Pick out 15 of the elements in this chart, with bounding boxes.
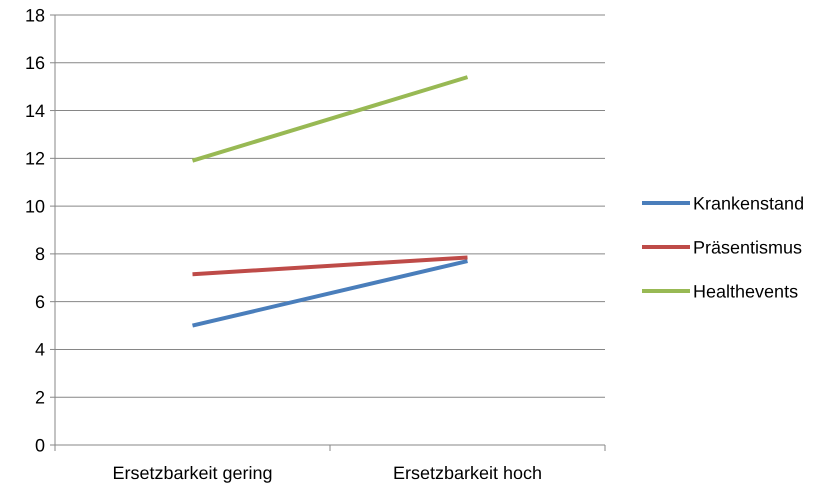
y-tick-label: 8 <box>34 244 45 264</box>
y-tick-label: 0 <box>34 435 45 456</box>
y-tick-label: 6 <box>34 292 45 312</box>
x-tick-label: Ersetzbarkeit gering <box>112 463 273 483</box>
legend-label: Healthevents <box>693 281 798 302</box>
y-tick-label: 4 <box>34 340 45 360</box>
x-tick-label: Ersetzbarkeit hoch <box>392 463 542 483</box>
y-tick-label: 16 <box>24 53 45 74</box>
y-tick-label: 10 <box>24 196 45 216</box>
y-tick-label: 14 <box>24 100 45 121</box>
y-tick-label: 18 <box>24 5 45 26</box>
legend-label: Präsentismus <box>693 237 802 258</box>
y-tick-label: 2 <box>34 388 45 408</box>
y-tick-label: 12 <box>24 148 45 169</box>
legend-label: Krankenstand <box>693 193 804 214</box>
